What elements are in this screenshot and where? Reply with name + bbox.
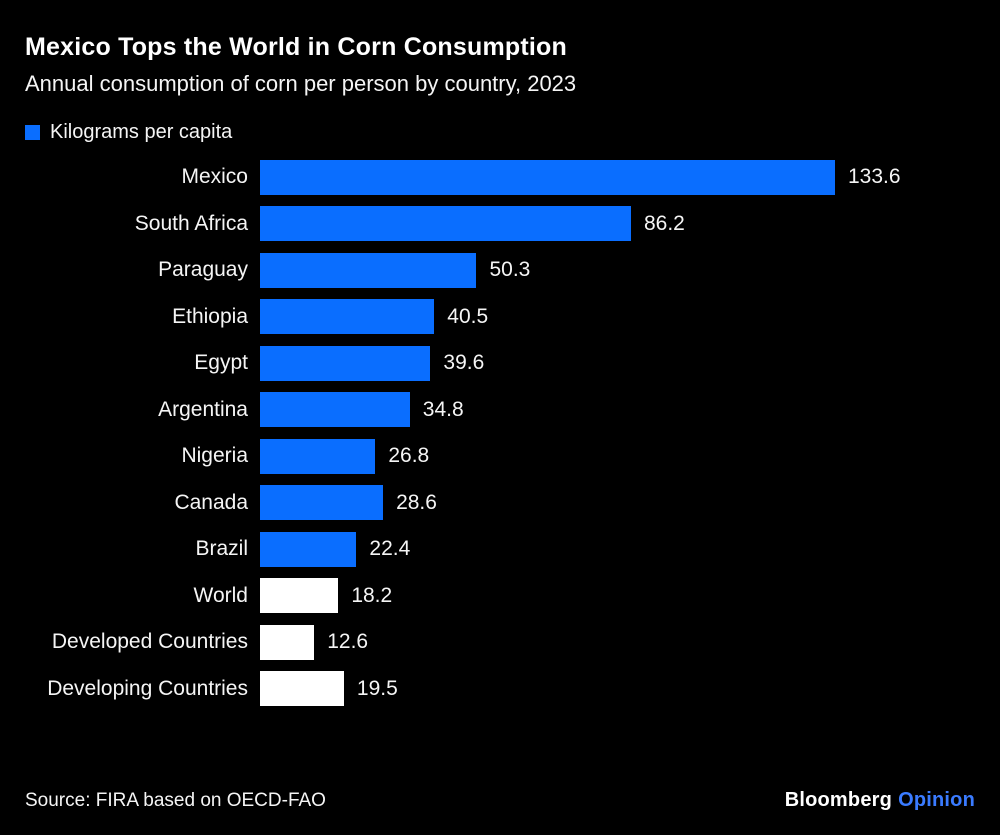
bar-row: Developing Countries 19.5 [25, 666, 975, 713]
bar-value-label: 86.2 [643, 211, 685, 235]
legend-label: Kilograms per capita [50, 121, 233, 143]
bar-category-label: Mexico [181, 165, 248, 189]
bar-category-label: Brazil [195, 537, 248, 561]
bar-category-label: Egypt [194, 351, 248, 375]
bar-category-label: Canada [174, 490, 248, 514]
bar-area: 22.4 [260, 526, 975, 573]
brand-suffix: Opinion [898, 789, 975, 811]
bar-row: Nigeria 26.8 [25, 433, 975, 480]
bar-value-label: 19.5 [356, 676, 398, 700]
bloomberg-opinion-logo: Bloomberg Opinion [785, 789, 975, 812]
bar-area: 34.8 [260, 387, 975, 434]
brand-name: Bloomberg [784, 789, 893, 811]
bar-category-label: Developing Countries [47, 676, 248, 700]
bar-area: 18.2 [260, 573, 975, 620]
bar [260, 531, 357, 567]
bar [260, 299, 435, 335]
bar-category-label: World [193, 583, 248, 607]
bar-value-label: 18.2 [351, 583, 393, 607]
source-note: Source: FIRA based on OECD-FAO [25, 790, 326, 811]
bar-row: Mexico 133.6 [25, 154, 975, 201]
bar [260, 252, 477, 288]
legend: Kilograms per capita [25, 121, 232, 144]
bar-category-label: Paraguay [158, 258, 248, 282]
chart-subtitle: Annual consumption of corn per person by… [25, 71, 577, 96]
bar-area: 12.6 [260, 619, 975, 666]
bar-value-label: 39.6 [443, 351, 485, 375]
bar [260, 206, 631, 242]
bar-area: 40.5 [260, 294, 975, 341]
footer: Source: FIRA based on OECD-FAO Bloomberg… [25, 789, 975, 812]
bar [260, 671, 344, 707]
bar-area: 133.6 [260, 154, 975, 201]
bar-area: 50.3 [260, 247, 975, 294]
bar-category-label: Ethiopia [172, 304, 248, 328]
bar-area: 28.6 [260, 480, 975, 527]
bar-row: Canada 28.6 [25, 480, 975, 527]
bar-value-label: 12.6 [327, 630, 369, 654]
bar-category-label: Developed Countries [51, 630, 248, 654]
bar-value-label: 40.5 [447, 304, 489, 328]
bar-row: Brazil 22.4 [25, 526, 975, 573]
bar [260, 485, 384, 521]
bar-category-label: South Africa [134, 211, 248, 235]
bar-value-label: 22.4 [369, 537, 411, 561]
bar-category-label: Argentina [158, 397, 248, 421]
bar-value-label: 28.6 [396, 490, 437, 514]
bar-value-label: 50.3 [489, 258, 531, 282]
bar-row: Ethiopia 40.5 [25, 294, 975, 341]
bar-row: Developed Countries 12.6 [25, 619, 975, 666]
bar-row: Argentina 34.8 [25, 387, 975, 434]
bar [260, 438, 376, 474]
bar [260, 392, 410, 428]
bar-area: 39.6 [260, 340, 975, 387]
bar-value-label: 34.8 [422, 397, 464, 421]
bar [260, 159, 835, 195]
bar-value-label: 26.8 [388, 444, 430, 468]
bar-row: Egypt 39.6 [25, 340, 975, 387]
bar [260, 578, 339, 614]
bar-category-label: Nigeria [181, 444, 248, 468]
bar [260, 624, 315, 660]
bar-row: Paraguay 50.3 [25, 247, 975, 294]
bar-area: 86.2 [260, 201, 975, 248]
bar-chart: Mexico 133.6 South Africa 86.2 Paraguay 50.3 E… [25, 154, 975, 712]
bar-value-label: 133.6 [848, 165, 901, 189]
bar-row: World 18.2 [25, 573, 975, 620]
bar-row: South Africa 86.2 [25, 201, 975, 248]
bar-area: 26.8 [260, 433, 975, 480]
bar [260, 345, 431, 381]
chart-title: Mexico Tops the World in Corn Consumptio… [25, 33, 567, 61]
legend-swatch-icon [25, 125, 40, 140]
bar-area: 19.5 [260, 666, 975, 713]
